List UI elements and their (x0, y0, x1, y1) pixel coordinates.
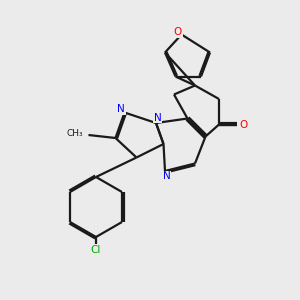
Text: O: O (239, 119, 247, 130)
Text: CH₃: CH₃ (67, 129, 83, 138)
Text: Cl: Cl (91, 245, 101, 255)
Text: N: N (117, 104, 125, 115)
Text: O: O (174, 27, 182, 37)
Text: N: N (154, 112, 161, 123)
Text: N: N (163, 171, 170, 182)
